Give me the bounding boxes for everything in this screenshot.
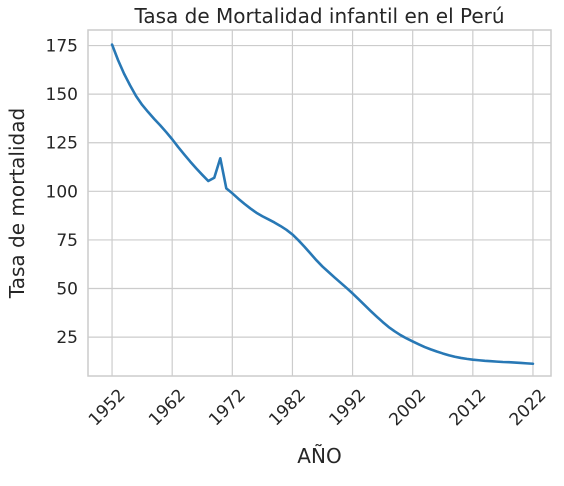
y-tick-label: 175 xyxy=(46,37,78,57)
x-tick-label: 1982 xyxy=(265,385,310,430)
y-tick-label: 150 xyxy=(46,85,78,105)
y-tick-label: 100 xyxy=(46,182,78,202)
y-tick-label: 125 xyxy=(46,134,78,154)
series-line xyxy=(110,43,535,366)
x-tick-label: 2012 xyxy=(446,385,491,430)
grid xyxy=(88,30,551,376)
x-tick-label: 2002 xyxy=(386,385,431,430)
x-tick-label: 1962 xyxy=(145,385,190,430)
x-tick-labels: 1952 1962 1972 1982 1992 2002 2012 2022 xyxy=(85,385,551,430)
y-tick-labels: 25 50 75 100 125 150 175 xyxy=(46,37,78,349)
series-layer xyxy=(110,43,535,366)
y-tick-label: 75 xyxy=(56,231,78,251)
chart-title: Tasa de Mortalidad infantil en el Perú xyxy=(133,4,504,28)
x-tick-label: 1952 xyxy=(85,385,130,430)
plot-frame xyxy=(87,29,552,377)
x-axis-title: AÑO xyxy=(297,444,341,468)
x-tick-label: 1992 xyxy=(325,385,370,430)
y-tick-label: 50 xyxy=(56,280,78,300)
x-tick-label: 1972 xyxy=(205,385,250,430)
y-tick-label: 25 xyxy=(56,328,78,348)
x-tick-label: 2022 xyxy=(506,385,551,430)
y-axis-title: Tasa de mortalidad xyxy=(5,108,29,299)
